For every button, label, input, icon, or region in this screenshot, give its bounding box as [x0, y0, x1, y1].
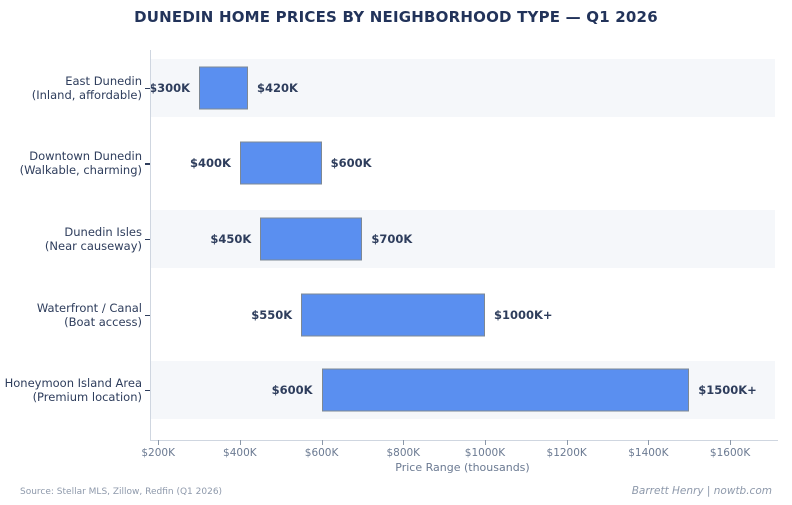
bar-max-label: $1000K+	[493, 307, 553, 322]
row-background-band	[150, 210, 775, 268]
x-axis-tick	[321, 440, 323, 445]
price-range-bar	[301, 293, 485, 337]
chart-row: East Dunedin (Inland, affordable) $300K $42…	[32, 50, 775, 126]
y-axis-line	[150, 50, 151, 440]
x-axis-tick	[239, 440, 241, 445]
bar-max-label: $600K	[330, 156, 372, 171]
category-subtitle: (Inland, affordable)	[31, 87, 142, 102]
footer-source: Source: Stellar MLS, Zillow, Redfin (Q1 …	[20, 487, 223, 497]
category-subtitle: (Premium location)	[32, 390, 142, 405]
price-range-bar	[239, 141, 322, 185]
chart-row: Dunedin Isles (Near causeway) $450K $700K	[45, 201, 775, 277]
x-axis-tick-label: $800K	[386, 447, 421, 459]
category-label: East Dunedin (Inland, affordable)	[32, 74, 142, 102]
y-axis-tick	[145, 314, 150, 316]
x-axis-tick-label: $1400K	[628, 447, 669, 459]
x-axis-title: Price Range (thousands)	[395, 461, 530, 474]
category-label: Downtown Dunedin (Walkable, charming)	[20, 149, 142, 177]
category-subtitle: (Boat access)	[64, 314, 142, 329]
y-axis-tick	[145, 390, 150, 392]
x-axis-tick-label: $400K	[223, 447, 257, 459]
x-axis-tick-label: $200K	[141, 447, 175, 459]
category-subtitle: (Walkable, charming)	[19, 163, 142, 178]
bar-max-label: $1500K+	[698, 383, 757, 398]
category-name: East Dunedin	[65, 73, 142, 88]
y-axis-tick	[145, 163, 150, 165]
footer-credit: Barrett Henry | nowtb.com	[631, 485, 772, 497]
chart-row: Waterfront / Canal (Boat access) $550K $100…	[37, 277, 775, 353]
bar-min-label: $600K	[271, 383, 313, 398]
category-name: Waterfront / Canal	[36, 300, 142, 315]
x-axis-tick	[158, 440, 160, 445]
price-range-bar	[199, 66, 249, 110]
x-axis-tick	[566, 440, 568, 445]
category-name: Dunedin Isles	[64, 224, 142, 239]
x-axis-line	[150, 440, 778, 441]
bar-max-label: $700K	[371, 231, 413, 246]
x-axis-tick-label: $1600K	[709, 447, 751, 459]
category-label: Honeymoon Island Area (Premium location)	[5, 376, 142, 404]
x-axis-tick-label: $1000K	[464, 447, 506, 459]
chart-rows: East Dunedin (Inland, affordable) $300K $42…	[5, 50, 775, 428]
price-range-bar	[321, 368, 690, 412]
y-axis-tick	[145, 87, 150, 89]
category-subtitle: (Near causeway)	[44, 238, 142, 253]
chart-title: DUNEDIN HOME PRICES BY NEIGHBORHOOD TYPE…	[134, 8, 658, 26]
x-axis-tick	[648, 440, 650, 445]
y-axis-tick	[145, 238, 150, 241]
x-axis-tick-label: $1200K	[546, 447, 587, 459]
x-axis-tick	[730, 440, 732, 445]
x-axis-tick	[484, 440, 486, 445]
x-axis: Price Range (thousands) $200K $400K $600K $…	[141, 440, 775, 480]
bar-min-label: $400K	[189, 156, 231, 171]
category-label: Waterfront / Canal (Boat access)	[37, 301, 142, 329]
category-label: Dunedin Isles (Near causeway)	[45, 225, 142, 253]
x-axis-tick-label: $600K	[304, 447, 339, 459]
chart-row: Honeymoon Island Area (Premium location) $…	[5, 352, 775, 428]
bar-min-label: $300K	[149, 80, 191, 95]
category-name: Honeymoon Island Area	[4, 376, 142, 391]
category-name: Downtown Dunedin	[29, 149, 142, 164]
bar-max-label: $420K	[257, 80, 298, 95]
bar-min-label: $550K	[251, 307, 293, 322]
price-range-bar	[260, 217, 363, 261]
bar-min-label: $450K	[210, 231, 252, 246]
chart-row: Downtown Dunedin (Walkable, charming) $400…	[20, 126, 775, 202]
x-axis-tick	[403, 440, 405, 445]
row-background-band	[150, 59, 775, 117]
